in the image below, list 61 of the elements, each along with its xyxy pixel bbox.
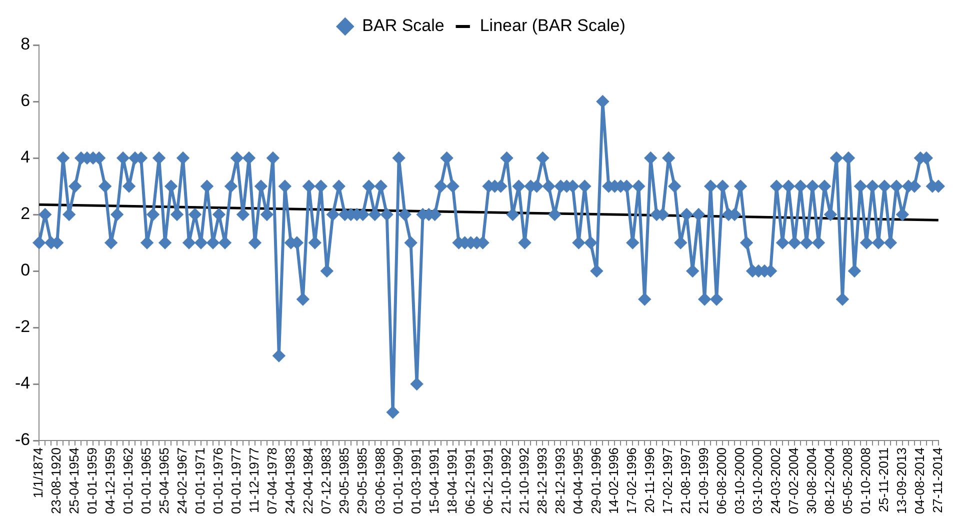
x-tick-label: 21-09-1999 — [696, 448, 712, 514]
x-tick-label: 25-04-1965 — [156, 448, 172, 514]
x-tick-label: 01-01-1959 — [84, 448, 100, 514]
x-tick-label: 29-05-1985 — [354, 448, 370, 514]
x-tick-label: 07-04-1978 — [264, 448, 280, 514]
x-tick-label: 03-10-2000 — [732, 448, 748, 514]
x-tick-label: 29-01-1996 — [588, 448, 604, 514]
x-tick-label: 24-02-1967 — [174, 448, 190, 514]
x-tick-label: 29-05-1985 — [336, 448, 352, 514]
x-tick-label: 15-04-1991 — [426, 448, 442, 514]
x-tick-label: 06-12-1991 — [480, 448, 496, 514]
x-tick-label: 25-11-2011 — [876, 448, 892, 512]
x-tick-label: 01-03-1991 — [408, 448, 424, 514]
x-tick-label: 07-02-2004 — [786, 448, 802, 514]
x-tick-label: 20-11-1996 — [642, 448, 658, 514]
legend-label: BAR Scale — [362, 16, 444, 36]
x-tick-label: 04-04-1995 — [570, 448, 586, 514]
x-tick-label: 18-04-1991 — [444, 448, 460, 514]
x-tick-label: 13-09-2013 — [894, 448, 910, 514]
legend-label: Linear (BAR Scale) — [480, 16, 626, 36]
x-tick-label: 1/1/1874 — [30, 448, 46, 498]
x-tick-label: 01-01-1976 — [210, 448, 226, 514]
x-tick-label: 01-01-1965 — [138, 448, 154, 514]
x-tick-label: 21-08-1997 — [678, 448, 694, 514]
x-tick-label: 21-10-1992 — [498, 448, 514, 514]
y-tick-label: -6 — [14, 430, 30, 450]
x-tick-label: 01-01-1977 — [228, 448, 244, 514]
x-tick-label: 01-10-2008 — [858, 448, 874, 514]
x-tick-label: 03-10-2000 — [750, 448, 766, 514]
x-tick-label: 07-12-1983 — [318, 448, 334, 514]
x-tick-label: 28-12-1993 — [534, 448, 550, 514]
x-tick-label: 03-06-1988 — [372, 448, 388, 514]
y-tick-label: 4 — [20, 148, 30, 167]
x-tick-label: 08-12-2004 — [822, 448, 838, 514]
x-tick-label: 25-04-1954 — [66, 448, 82, 514]
x-tick-label: 06-08-2000 — [714, 448, 730, 514]
x-tick-label: 24-03-2002 — [768, 448, 784, 514]
x-tick-label: 23-08-1920 — [48, 448, 64, 514]
x-tick-label: 11-12-1977 — [246, 448, 262, 514]
x-tick-label: 27-11-2014 — [930, 448, 945, 514]
x-tick-label: 06-12-1991 — [462, 448, 478, 514]
x-tick-label: 22-04-1984 — [300, 448, 316, 514]
x-tick-label: 04-12-1959 — [102, 448, 118, 514]
y-tick-label: 8 — [20, 34, 30, 54]
y-tick-label: -4 — [14, 374, 30, 393]
x-tick-label: 05-05-2008 — [840, 448, 856, 514]
x-tick-label: 04-08-2014 — [912, 448, 927, 514]
x-tick-label: 01-01-1990 — [390, 448, 406, 514]
x-tick-label: 17-02-1997 — [660, 448, 676, 514]
x-tick-label: 14-02-1996 — [606, 448, 622, 514]
x-tick-label: 01-01-1962 — [120, 448, 136, 514]
x-tick-label: 17-02-1996 — [624, 448, 640, 514]
x-tick-label: 30-08-2004 — [804, 448, 820, 514]
x-tick-label: 01-01-1971 — [192, 448, 208, 514]
y-tick-label: 6 — [20, 91, 30, 110]
x-tick-label: 21-10-1992 — [516, 448, 532, 514]
y-tick-label: 2 — [20, 204, 30, 224]
y-tick-label: 0 — [20, 260, 30, 280]
x-tick-label: 28-12-1993 — [552, 448, 568, 514]
x-tick-label: 24-04-1983 — [282, 448, 298, 514]
y-tick-label: -2 — [14, 317, 30, 336]
